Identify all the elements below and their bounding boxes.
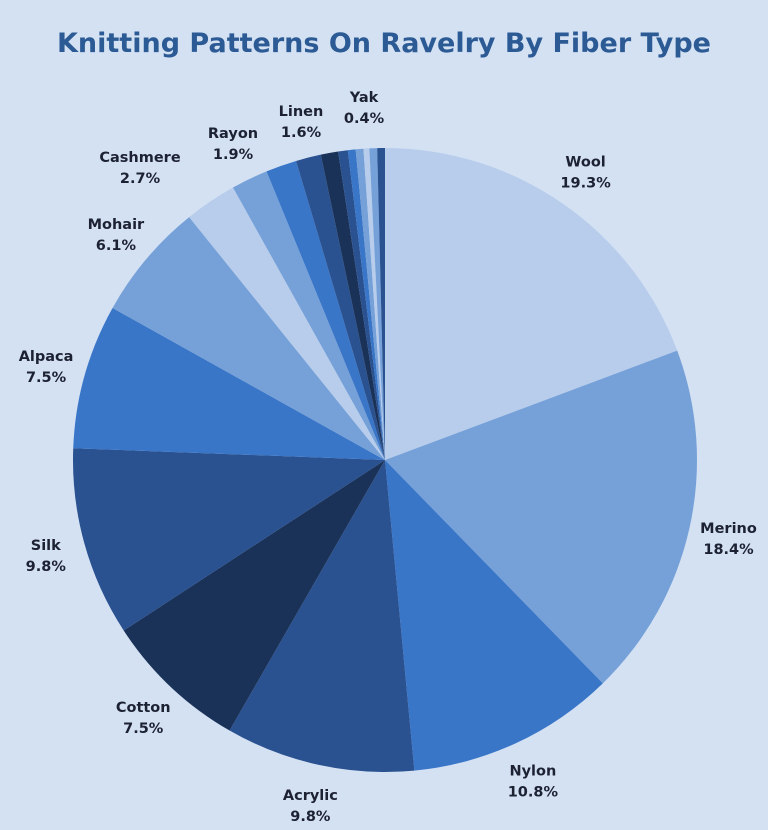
slice-label: Mohair 6.1%: [88, 217, 145, 254]
pie-slice-yak: [377, 148, 385, 460]
slice-label: Merino 18.4%: [700, 521, 757, 558]
slice-label: Wool 19.3%: [560, 155, 611, 192]
slice-label: Nylon 10.8%: [508, 763, 559, 800]
pie-slice-merino: [385, 350, 697, 684]
slice-label: Rayon 1.9%: [208, 126, 258, 163]
pie-slice-silk: [72, 448, 385, 631]
pie-slice-acrylic: [229, 460, 415, 772]
pie-slice-linen: [266, 160, 385, 460]
slice-label: Cotton 7.5%: [116, 700, 171, 737]
pie-slice: [369, 148, 385, 461]
pie-slice: [296, 154, 385, 461]
pie-slice-nylon: [385, 460, 603, 771]
pie-slice-cotton: [123, 460, 385, 731]
pie-slice: [338, 150, 385, 460]
pie-slice-cashmere: [189, 187, 385, 460]
slice-label: Alpaca 7.5%: [19, 349, 74, 386]
pie-slice-mohair: [112, 217, 385, 460]
slice-label: Acrylic 9.8%: [283, 788, 338, 825]
pie-slice: [363, 148, 385, 460]
pie-slice-alpaca: [73, 307, 386, 460]
pie-slice: [355, 148, 385, 460]
pie-slice: [347, 149, 385, 460]
slice-label: Yak 0.4%: [344, 90, 385, 127]
chart-title: Knitting Patterns On Ravelry By Fiber Ty…: [57, 28, 711, 59]
slice-label: Linen 1.6%: [279, 104, 324, 141]
slice-label: Silk 9.8%: [26, 538, 67, 575]
pie-slice-rayon: [232, 171, 385, 460]
pie-slice: [320, 151, 385, 460]
pie-slice-wool: [385, 148, 678, 460]
slice-label: Cashmere 2.7%: [99, 150, 180, 187]
